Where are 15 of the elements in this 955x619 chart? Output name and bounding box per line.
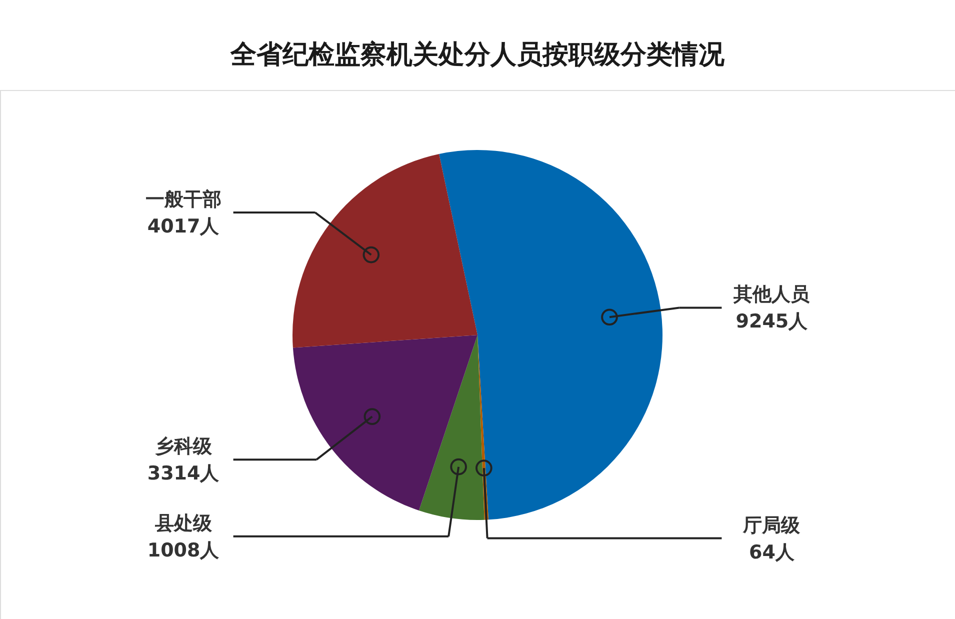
pie-slice <box>418 335 484 520</box>
data-label: 3314人 <box>147 462 220 485</box>
data-label: 4017人 <box>147 215 220 238</box>
pie-slice <box>439 150 662 520</box>
slice-label: 其他人员 <box>732 284 811 306</box>
data-label: 9245人 <box>736 310 809 333</box>
slice-label: 厅局级 <box>742 514 802 536</box>
chart-title: 全省纪检监察机关处分人员按职级分类情况 <box>230 40 726 70</box>
data-label: 1008人 <box>147 539 220 562</box>
pie-slice <box>292 154 478 348</box>
data-label: 64人 <box>748 541 796 564</box>
slice-label: 一般干部 <box>145 188 222 210</box>
slice-label: 乡科级 <box>154 436 213 458</box>
pie-slice <box>292 335 478 510</box>
slice-label: 县处级 <box>154 512 213 534</box>
